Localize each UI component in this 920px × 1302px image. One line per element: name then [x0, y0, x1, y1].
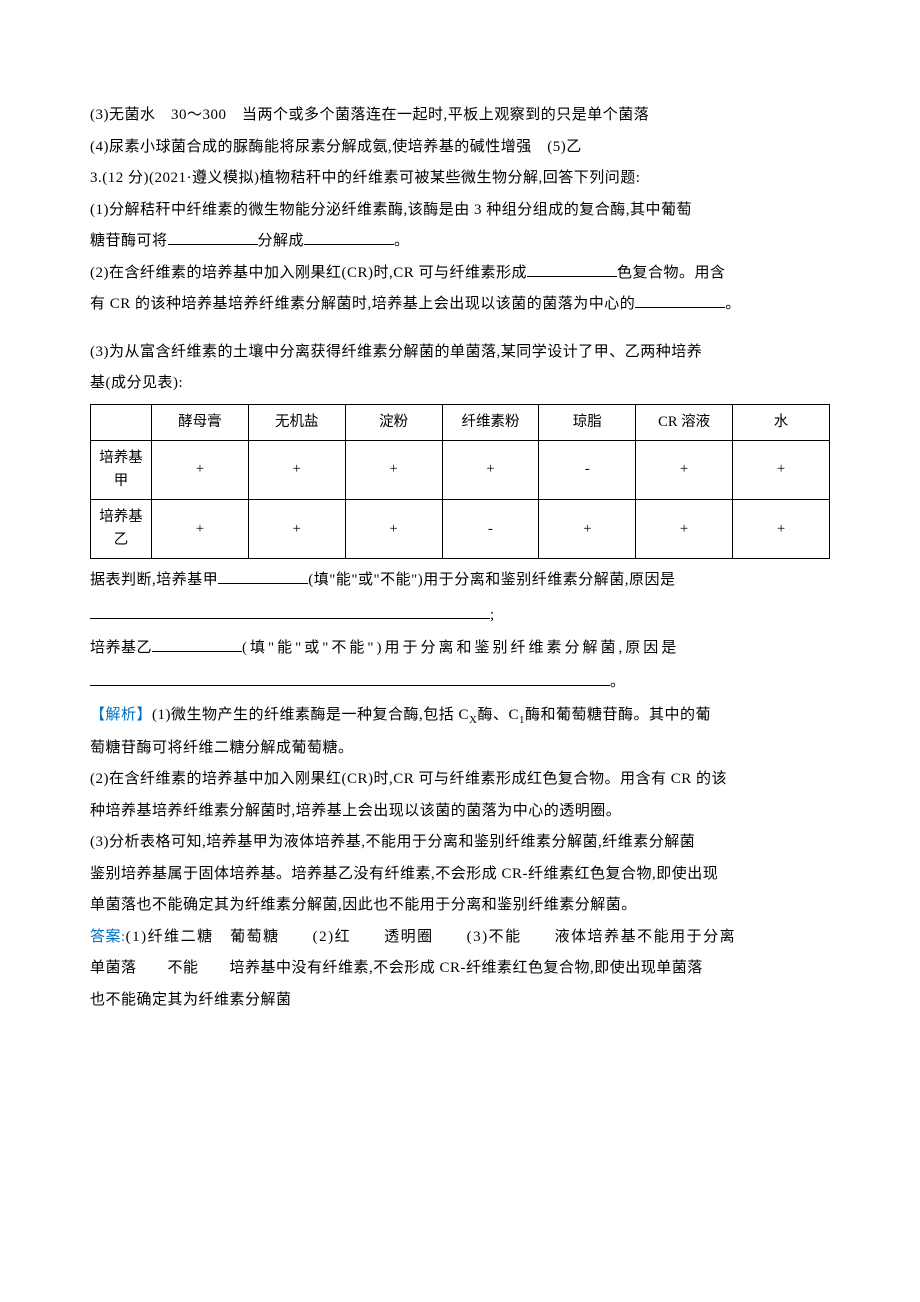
period: 。: [610, 674, 625, 690]
q3-p2b-pre: 有 CR 的该种培养基培养纤维素分解菌时,培养基上会出现以该菌的菌落为中心的: [90, 296, 635, 312]
txt: (1)纤维二糖 葡萄糖 (2)红 透明圈 (3)不能 液体培养基不能用于分离: [126, 929, 736, 945]
q3-p3-intro-a: (3)为从富含纤维素的土壤中分离获得纤维素分解菌的单菌落,某同学设计了甲、乙两种…: [90, 337, 830, 369]
th: 无机盐: [248, 404, 345, 440]
q3-header: 3.(12 分)(2021·遵义模拟)植物秸秆中的纤维素可被某些微生物分解,回答…: [90, 163, 830, 195]
analysis-p1-line1: 【解析】(1)微生物产生的纤维素酶是一种复合酶,包括 CX酶、C1酶和葡萄糖苷酶…: [90, 700, 830, 732]
cell: +: [636, 440, 733, 499]
blank: [90, 601, 490, 619]
blank: [218, 567, 308, 585]
q3-p1-pre: 糖苷酶可将: [90, 233, 168, 249]
blank: [90, 669, 610, 687]
analysis-p1-line2: 萄糖苷酶可将纤维二糖分解成葡萄糖。: [90, 733, 830, 765]
blank: [527, 259, 617, 277]
row-label: 培养基甲: [91, 440, 152, 499]
row-label: 培养基乙: [91, 500, 152, 559]
q3-after-table-1-blankline: ;: [90, 597, 830, 633]
q3-after-table-2: 培养基乙 (填"能"或"不能")用于分离和鉴别纤维素分解菌,原因是: [90, 633, 830, 665]
analysis-p2-b: 种培养基培养纤维素分解菌时,培养基上会出现以该菌的菌落为中心的透明圈。: [90, 796, 830, 828]
txt: (填"能"或"不能")用于分离和鉴别纤维素分解菌,原因是: [242, 640, 679, 656]
txt: 据表判断,培养基甲: [90, 572, 218, 588]
analysis-p3-b: 鉴别培养基属于固体培养基。培养基乙没有纤维素,不会形成 CR-纤维素红色复合物,…: [90, 859, 830, 891]
th: 酵母膏: [152, 404, 249, 440]
final-answer-line2: 单菌落 不能 培养基中没有纤维素,不会形成 CR-纤维素红色复合物,即使出现单菌…: [90, 953, 830, 985]
q3-after-table-2-blankline: 。: [90, 664, 830, 700]
final-answer-line3: 也不能确定其为纤维素分解菌: [90, 985, 830, 1017]
q3-p1-mid: 分解成: [258, 233, 305, 249]
txt: 酶、C: [477, 707, 519, 723]
cell: +: [539, 500, 636, 559]
q3-p1-end: 。: [394, 233, 410, 249]
blank: [152, 634, 242, 652]
th: 水: [733, 404, 830, 440]
answer-label: 答案:: [90, 929, 126, 945]
cell: +: [152, 500, 249, 559]
cell: +: [733, 440, 830, 499]
blank: [635, 291, 725, 309]
q3-p1-line2: 糖苷酶可将 分解成 。: [90, 226, 830, 258]
table-row: 培养基乙 + + + - + + +: [91, 500, 830, 559]
blank: [168, 228, 258, 246]
txt: (填"能"或"不能")用于分离和鉴别纤维素分解菌,原因是: [308, 572, 675, 588]
cell: +: [442, 440, 539, 499]
th: 淀粉: [345, 404, 442, 440]
prev-answer-3: (3)无菌水 30～300 当两个或多个菌落连在一起时,平板上观察到的只是单个菌…: [90, 100, 830, 132]
cell: +: [152, 440, 249, 499]
cell: -: [539, 440, 636, 499]
semicolon: ;: [490, 607, 494, 623]
cell: +: [248, 500, 345, 559]
q3-p2-line1: (2)在含纤维素的培养基中加入刚果红(CR)时,CR 可与纤维素形成 色复合物。用…: [90, 258, 830, 290]
th: 纤维素粉: [442, 404, 539, 440]
blank: [304, 228, 394, 246]
q3-after-table-1: 据表判断,培养基甲 (填"能"或"不能")用于分离和鉴别纤维素分解菌,原因是: [90, 565, 830, 597]
txt: 酶和葡萄糖苷酶。其中的葡: [525, 707, 711, 723]
cell: +: [345, 500, 442, 559]
spacer: [90, 321, 830, 337]
media-table: 酵母膏 无机盐 淀粉 纤维素粉 琼脂 CR 溶液 水 培养基甲 + + + + …: [90, 404, 830, 560]
txt: 培养基乙: [90, 640, 152, 656]
analysis-p3-c: 单菌落也不能确定其为纤维素分解菌,因此也不能用于分离和鉴别纤维素分解菌。: [90, 890, 830, 922]
analysis-label: 【解析】: [90, 707, 152, 723]
cell: +: [345, 440, 442, 499]
table-row: 培养基甲 + + + + - + +: [91, 440, 830, 499]
q3-p2b-end: 。: [725, 296, 741, 312]
q3-p3-intro-b: 基(成分见表):: [90, 368, 830, 400]
page-root: (3)无菌水 30～300 当两个或多个菌落连在一起时,平板上观察到的只是单个菌…: [0, 0, 920, 1302]
q3-p2a-pre: (2)在含纤维素的培养基中加入刚果红(CR)时,CR 可与纤维素形成: [90, 265, 527, 281]
txt: (1)微生物产生的纤维素酶是一种复合酶,包括 C: [152, 707, 469, 723]
cell: -: [442, 500, 539, 559]
cell: +: [636, 500, 733, 559]
table-header-row: 酵母膏 无机盐 淀粉 纤维素粉 琼脂 CR 溶液 水: [91, 404, 830, 440]
q3-p1-line1: (1)分解秸秆中纤维素的微生物能分泌纤维素酶,该酶是由 3 种组分组成的复合酶,…: [90, 195, 830, 227]
cell: +: [733, 500, 830, 559]
q3-p2a-post: 色复合物。用含: [617, 265, 726, 281]
th: CR 溶液: [636, 404, 733, 440]
analysis-p2-a: (2)在含纤维素的培养基中加入刚果红(CR)时,CR 可与纤维素形成红色复合物。…: [90, 764, 830, 796]
cell: +: [248, 440, 345, 499]
th-blank: [91, 404, 152, 440]
analysis-p3-a: (3)分析表格可知,培养基甲为液体培养基,不能用于分离和鉴别纤维素分解菌,纤维素…: [90, 827, 830, 859]
prev-answer-4-5: (4)尿素小球菌合成的脲酶能将尿素分解成氨,使培养基的碱性增强 (5)乙: [90, 132, 830, 164]
q3-p2-line2: 有 CR 的该种培养基培养纤维素分解菌时,培养基上会出现以该菌的菌落为中心的 。: [90, 289, 830, 321]
final-answer-line1: 答案:(1)纤维二糖 葡萄糖 (2)红 透明圈 (3)不能 液体培养基不能用于分…: [90, 922, 830, 954]
th: 琼脂: [539, 404, 636, 440]
